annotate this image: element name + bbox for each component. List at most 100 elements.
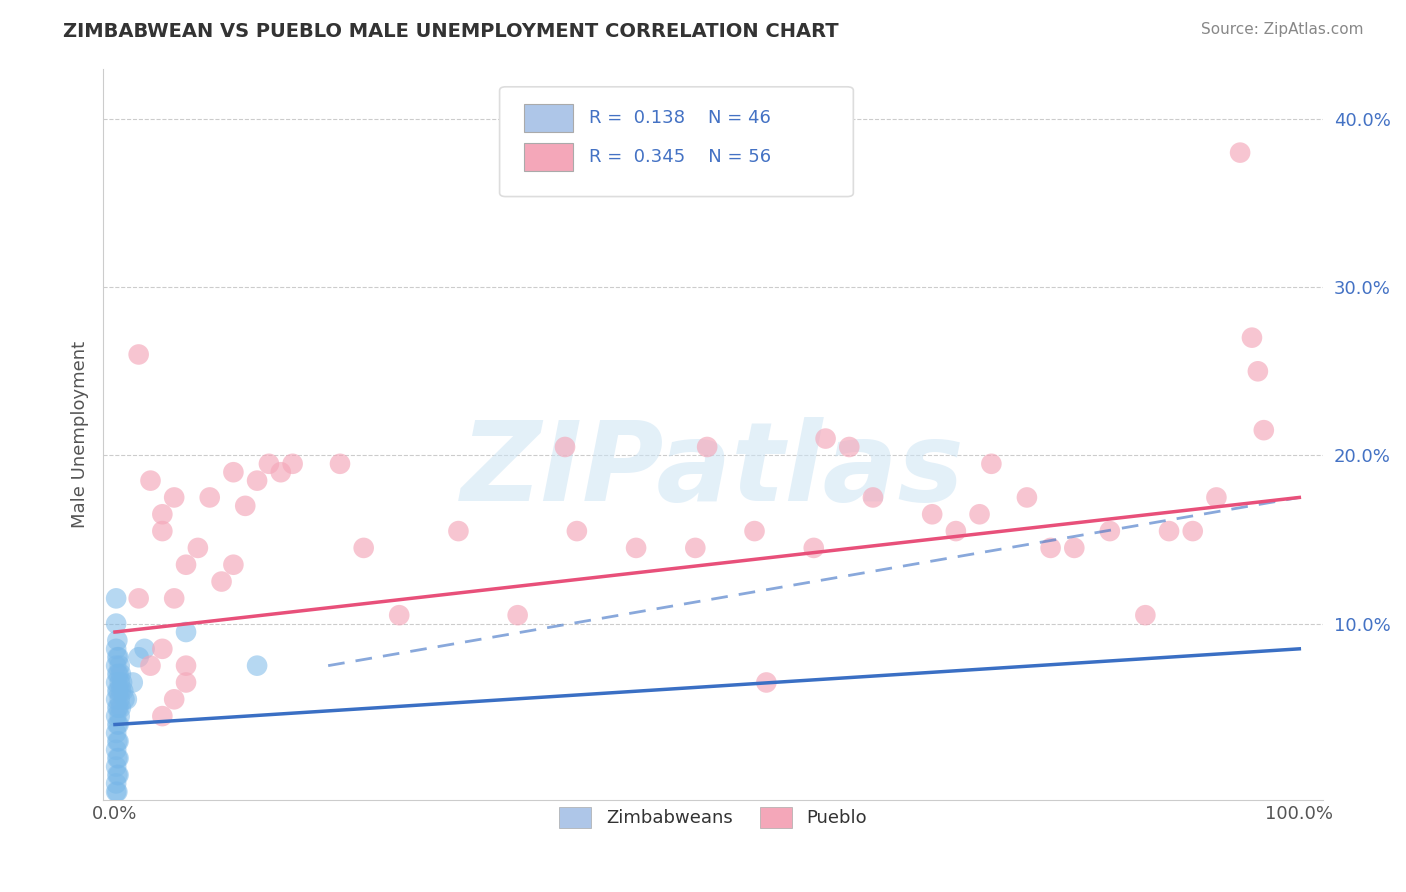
Point: [1247, 364, 1270, 378]
Point: [1157, 524, 1180, 538]
Point: [112, 684, 135, 698]
Point: [105, 785, 128, 799]
Point: [105, 768, 128, 782]
Point: [107, 734, 129, 748]
Point: [174, 658, 197, 673]
Point: [105, 726, 128, 740]
Point: [115, 692, 138, 706]
Point: [105, 650, 128, 665]
Legend: Zimbabweans, Pueblo: Zimbabweans, Pueblo: [551, 800, 875, 835]
Text: ZIMBABWEAN VS PUEBLO MALE UNEMPLOYMENT CORRELATION CHART: ZIMBABWEAN VS PUEBLO MALE UNEMPLOYMENT C…: [63, 22, 839, 41]
Point: [980, 457, 1002, 471]
Point: [624, 541, 647, 555]
Point: [353, 541, 375, 555]
Point: [174, 558, 197, 572]
Point: [921, 508, 943, 522]
Point: [107, 684, 129, 698]
Point: [270, 465, 292, 479]
Point: [1240, 331, 1263, 345]
Point: [105, 667, 128, 681]
Point: [128, 591, 150, 606]
Point: [105, 658, 128, 673]
Point: [150, 641, 173, 656]
Point: [105, 751, 128, 765]
Point: [246, 658, 269, 673]
Point: [447, 524, 470, 538]
Point: [128, 650, 150, 665]
Point: [388, 608, 411, 623]
Point: [969, 508, 991, 522]
Point: [174, 625, 197, 640]
Point: [105, 700, 128, 714]
FancyBboxPatch shape: [524, 104, 572, 132]
Point: [150, 709, 173, 723]
Point: [554, 440, 576, 454]
Point: [110, 700, 132, 714]
Point: [105, 717, 128, 731]
Point: [105, 616, 128, 631]
Point: [107, 717, 129, 731]
Point: [187, 541, 209, 555]
Point: [257, 457, 280, 471]
Point: [744, 524, 766, 538]
Point: [110, 667, 132, 681]
Point: [110, 684, 132, 698]
Point: [108, 675, 131, 690]
Point: [105, 692, 128, 706]
Point: [163, 591, 186, 606]
Point: [111, 675, 134, 690]
Point: [105, 776, 128, 790]
Point: [174, 675, 197, 690]
Point: [108, 692, 131, 706]
Point: [139, 474, 162, 488]
Point: [128, 347, 150, 361]
Point: [114, 692, 136, 706]
Point: [1253, 423, 1275, 437]
Point: [105, 591, 128, 606]
FancyBboxPatch shape: [499, 87, 853, 196]
Point: [105, 743, 128, 757]
Point: [506, 608, 529, 623]
Point: [198, 491, 221, 505]
Point: [685, 541, 707, 555]
Point: [108, 658, 131, 673]
FancyBboxPatch shape: [524, 143, 572, 171]
Point: [107, 700, 129, 714]
Point: [945, 524, 967, 538]
Point: [107, 768, 129, 782]
Point: [1098, 524, 1121, 538]
Point: [108, 709, 131, 723]
Point: [107, 667, 129, 681]
Point: [1039, 541, 1062, 555]
Point: [105, 785, 128, 799]
Point: [134, 641, 156, 656]
Point: [107, 751, 129, 765]
Point: [565, 524, 588, 538]
Point: [139, 658, 162, 673]
Point: [1229, 145, 1251, 160]
Point: [862, 491, 884, 505]
Y-axis label: Male Unemployment: Male Unemployment: [72, 341, 89, 528]
Point: [105, 684, 128, 698]
Point: [107, 650, 129, 665]
Point: [150, 508, 173, 522]
Point: [222, 465, 245, 479]
Point: [755, 675, 778, 690]
Point: [329, 457, 352, 471]
Text: R =  0.345    N = 56: R = 0.345 N = 56: [589, 148, 770, 166]
Point: [1015, 491, 1038, 505]
Point: [105, 641, 128, 656]
Point: [105, 759, 128, 773]
Point: [814, 432, 837, 446]
Point: [803, 541, 825, 555]
Point: [105, 633, 128, 648]
Text: Source: ZipAtlas.com: Source: ZipAtlas.com: [1201, 22, 1364, 37]
Text: R =  0.138    N = 46: R = 0.138 N = 46: [589, 110, 770, 128]
Point: [246, 474, 269, 488]
Point: [163, 491, 186, 505]
Point: [121, 675, 143, 690]
Point: [222, 558, 245, 572]
Point: [105, 709, 128, 723]
Point: [163, 692, 186, 706]
Text: ZIPatlas: ZIPatlas: [461, 417, 965, 524]
